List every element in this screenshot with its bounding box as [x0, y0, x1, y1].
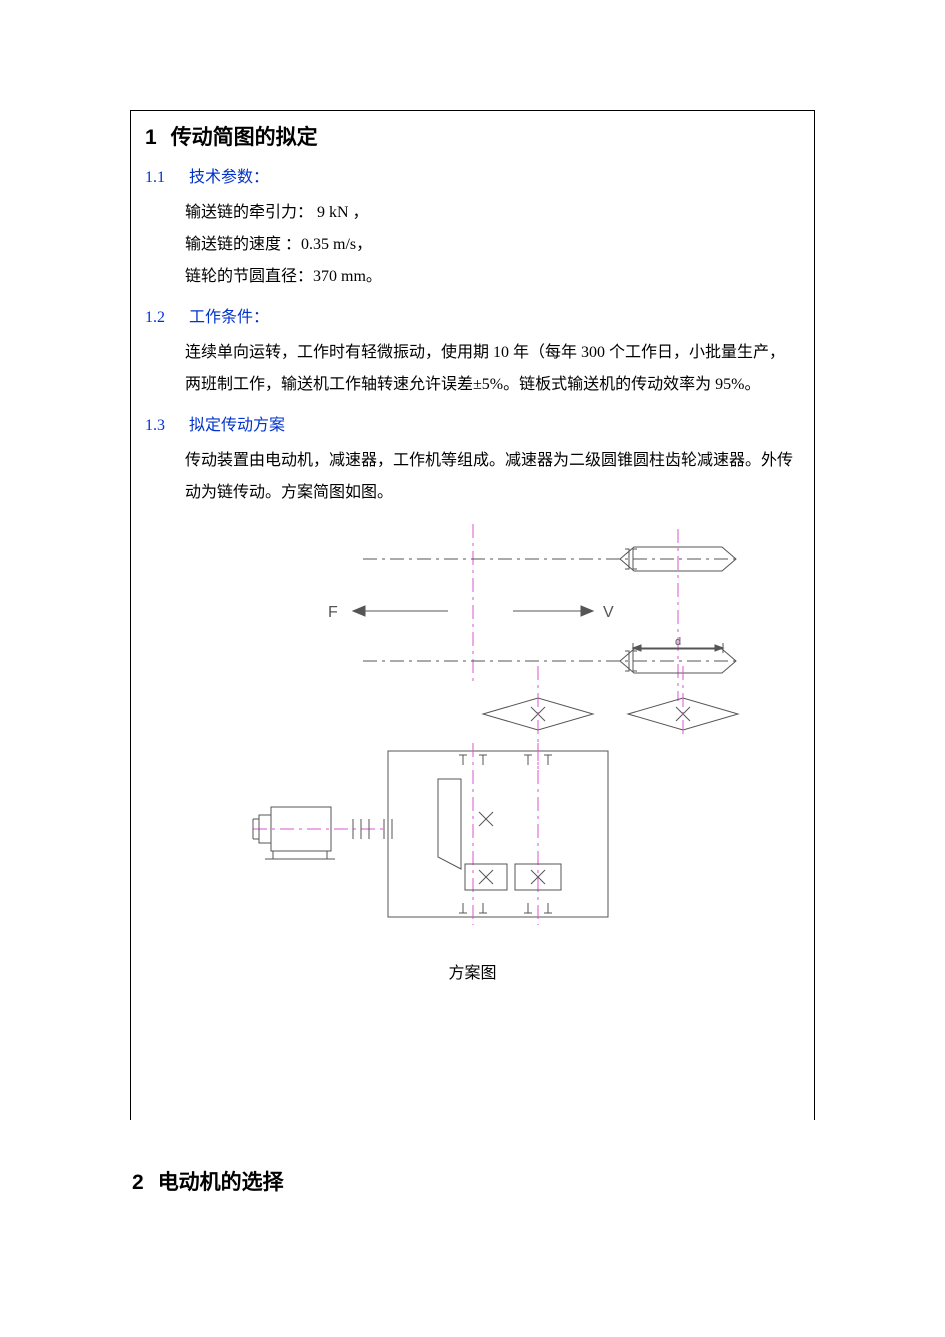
figure-wrap: F Vd 方案图: [145, 519, 800, 983]
content-frame: 1 传动简图的拟定 1.1 技术参数： 输送链的牵引力： 9 kN ， 输送链的速度…: [130, 110, 815, 1120]
transmission-diagram: F Vd: [193, 519, 753, 949]
heading-1-3: 1.3 拟定传动方案: [145, 411, 800, 435]
heading-1-3-num: 1.3: [145, 417, 165, 434]
param-line-1: 输送链的牵引力： 9 kN ，: [185, 197, 800, 229]
cond-line-2: 两班制工作，输送机工作轴转速允许误差±5%。链板式输送机的传动效率为 95%。: [185, 369, 800, 401]
svg-text:F: F: [328, 604, 338, 621]
heading-1-1-num: 1.1: [145, 169, 165, 186]
cond-line-1: 连续单向运转，工作时有轻微振动，使用期 10 年（每年 300 个工作日，小批量…: [185, 337, 800, 369]
plan-line-2: 动为链传动。方案简图如图。: [185, 477, 800, 509]
heading-1-num: 1: [145, 126, 157, 149]
heading-2: 2 电动机的选择: [132, 1166, 815, 1196]
heading-1-2-num: 1.2: [145, 309, 165, 326]
svg-text:V: V: [603, 604, 614, 621]
heading-1: 1 传动简图的拟定: [145, 121, 800, 151]
heading-1-title: 传动简图的拟定: [171, 126, 318, 149]
param-line-2: 输送链的速度 ：0.35 m/s，: [185, 229, 800, 261]
heading-2-num: 2: [132, 1171, 144, 1194]
page: 1 传动简图的拟定 1.1 技术参数： 输送链的牵引力： 9 kN ， 输送链的速度…: [0, 0, 945, 1337]
heading-1-2-title: 工作条件：: [189, 309, 269, 326]
heading-1-2: 1.2 工作条件：: [145, 303, 800, 327]
section-2: 2 电动机的选择: [130, 1166, 815, 1196]
heading-1-1: 1.1 技术参数：: [145, 163, 800, 187]
param-line-3: 链轮的节圆直径：370 mm。: [185, 261, 800, 293]
plan-line-1: 传动装置由电动机，减速器，工作机等组成。减速器为二级圆锥圆柱齿轮减速器。外传: [185, 445, 800, 477]
heading-1-3-title: 拟定传动方案: [189, 417, 285, 434]
heading-1-1-title: 技术参数：: [189, 169, 269, 186]
heading-2-title: 电动机的选择: [158, 1171, 284, 1194]
figure-caption: 方案图: [145, 959, 800, 983]
svg-text:d: d: [675, 636, 681, 648]
